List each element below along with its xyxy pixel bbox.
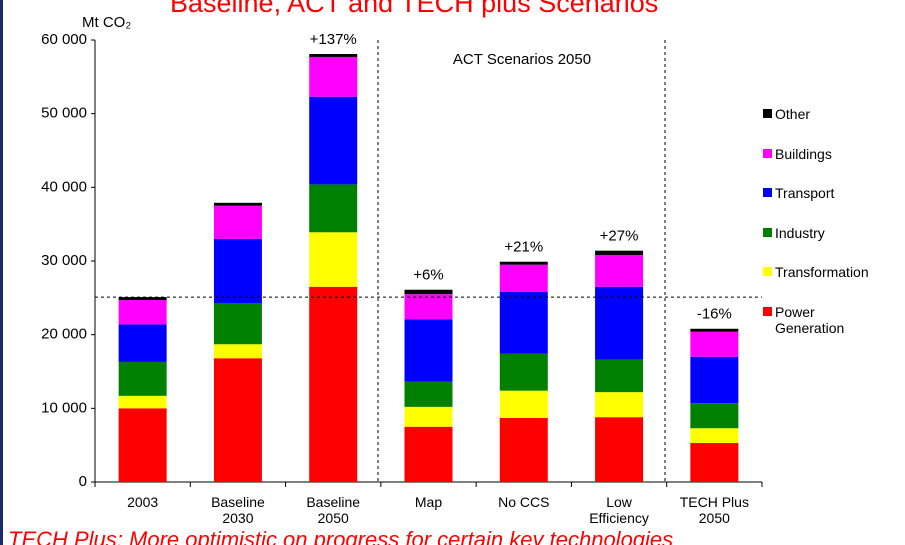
bar-segment [118,297,167,301]
bar-segment [213,344,262,359]
bar-segment [118,361,167,396]
bar-segment [595,417,644,482]
y-tick-label: 60 000 [41,31,87,48]
bar-segment [499,353,548,391]
legend-swatch [763,188,772,197]
bar-segment [499,417,548,482]
bar-segment [309,56,358,97]
bar-segment [213,358,262,482]
bar-segment [499,261,548,265]
legend-label: Power Generation [775,303,845,336]
legend-swatch [763,227,772,237]
bar-segment [118,408,167,482]
x-tick-label: Low Efficiency [589,494,649,526]
bar-segment [213,238,262,303]
y-tick-label: 50 000 [41,105,87,122]
bar-segment [118,324,167,362]
legend-item: Transport [763,185,903,201]
y-axis-label: Mt CO₂ [82,14,132,31]
footnote: TECH Plus: More optimistic on progress f… [8,527,674,545]
group-label: ACT Scenarios 2050 [453,51,591,68]
x-tick-label: Baseline 2030 [211,494,265,526]
bar-segment [309,96,358,185]
chart-title: Baseline, ACT and TECH plus Scenarios [170,0,659,18]
bar-segment [595,286,644,360]
y-tick-label: 30 000 [41,252,87,269]
legend-item: Power Generation [763,304,865,336]
y-tick-label: 40 000 [41,178,87,195]
bar-segment [404,319,453,382]
bar-segment [309,286,358,482]
bar-segment [595,250,644,256]
bar-segment [690,328,739,332]
bar-segment [404,294,453,320]
y-tick-label: 20 000 [41,326,87,343]
bar-segment [499,390,548,418]
side-strip [0,0,3,545]
legend-label: Industry [775,224,825,241]
bar-segment [404,406,453,427]
bar-segment [404,289,453,295]
bar-segment [690,356,739,404]
legend-label: Transformation [775,264,869,280]
legend-swatch [763,109,772,118]
bar-segment [118,300,167,325]
x-tick-label: Map [414,494,443,510]
bar-segment [213,205,262,239]
y-tick-label: 0 [79,473,87,490]
legend-item: Industry [763,225,903,241]
bar-segment [499,291,548,354]
bar-segment [690,403,739,429]
bar-segment [118,395,167,409]
bar-segment [595,359,644,393]
bar-segment [404,381,453,407]
legend-label: Transport [775,185,835,201]
bar-segment [499,264,548,292]
legend-swatch [763,267,772,276]
legend-swatch [763,148,772,158]
bar-segment [595,255,644,287]
bar-annotation: +27% [600,228,639,245]
legend-item: Other [763,106,903,122]
bar-annotation: +137% [310,31,357,48]
bar-segment [595,392,644,418]
bar-segment [309,184,358,233]
legend-label: Buildings [775,145,832,162]
bar-annotation: -16% [697,306,732,323]
legend-item: Buildings [763,146,903,162]
x-tick-label: Baseline 2050 [306,494,361,526]
bar-segment [690,428,739,443]
x-tick-label: No CCS [498,494,550,510]
bar-segment [690,331,739,357]
bar-annotation: +21% [504,239,543,256]
legend-item: Transformation [763,264,903,280]
bar-segment [309,53,358,57]
legend-label: Other [775,106,811,122]
bar-segment [213,302,262,345]
bar-segment [690,442,739,482]
bar-annotation: +6% [413,267,443,284]
legend-swatch [763,306,772,316]
bar-segment [213,202,262,206]
y-tick-label: 10 000 [41,399,87,416]
bar-segment [309,232,358,287]
x-tick-label: 2003 [127,494,159,510]
x-tick-label: TECH Plus 2050 [679,494,749,526]
bar-segment [404,426,453,482]
